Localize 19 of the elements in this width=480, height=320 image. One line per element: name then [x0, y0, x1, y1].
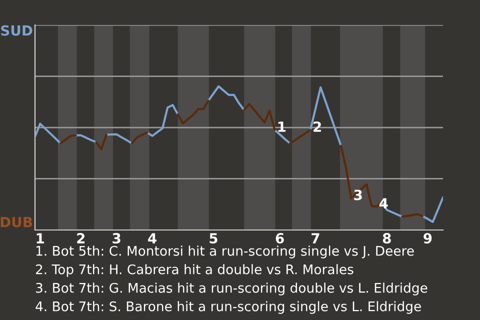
text: 1. Bot 5th: C. Montorsi hit a run-scoring single vs J. Deere: [36, 246, 414, 258]
x-tick-label: 3: [112, 233, 120, 244]
text: DUB: [0, 216, 32, 228]
x-tick-label: 6: [276, 233, 284, 244]
x-tick-label: 1: [36, 233, 44, 244]
series-label: 4: [379, 198, 388, 208]
x-tick-label: 8: [382, 233, 391, 244]
text: 3. Bot 7th: G. Macias hit a run-scoring double vs L. Eldridge: [36, 282, 428, 296]
x-tick-label: 5: [210, 233, 218, 244]
text: 2. Top 7th: H. Cabrera hit a double vs R. Morales: [36, 264, 354, 277]
x-tick-label: 7: [312, 233, 320, 244]
x-tick-label: 2: [77, 233, 85, 244]
text: SUD: [1, 25, 32, 36]
x-tick-label: 9: [424, 233, 432, 244]
x-tick-label: 4: [148, 233, 156, 244]
series-label: 3: [354, 190, 362, 200]
series-label: 1: [278, 122, 286, 132]
series-label: 2: [314, 121, 321, 132]
text: 4. Bot 7th: S. Barone hit a run-scoring single vs L. Eldridge: [36, 301, 421, 314]
